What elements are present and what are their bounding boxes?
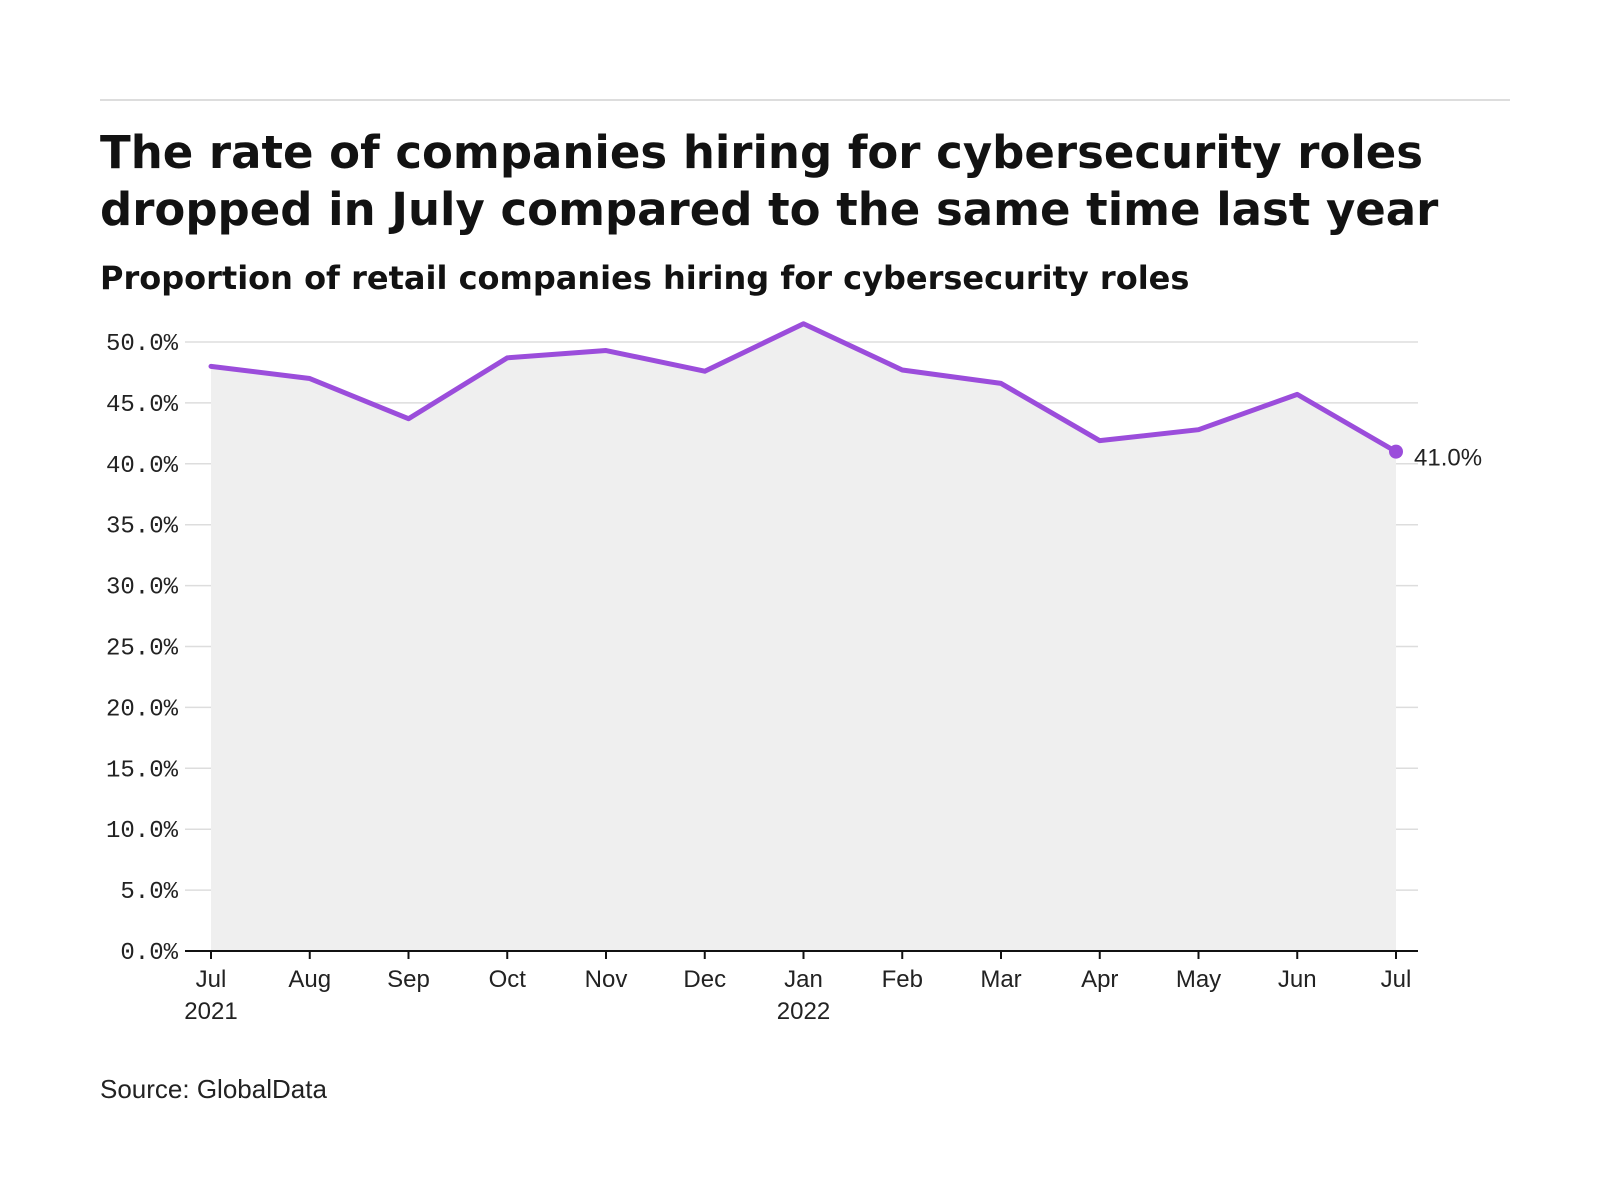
x-tick-label: May [1176, 966, 1221, 993]
y-tick-label: 15.0% [106, 757, 179, 784]
y-tick-label: 25.0% [106, 636, 179, 663]
y-tick-label: 20.0% [106, 696, 179, 723]
x-tick-label: Dec [683, 966, 726, 993]
x-tick-label: Jul [1381, 966, 1412, 993]
x-tick-year-label: 2021 [184, 998, 237, 1025]
series-line [208, 321, 1399, 455]
y-tick-label: 30.0% [106, 575, 179, 602]
x-tick-label: Sep [387, 966, 430, 993]
x-axis-ticks: Jul 2021 Aug Sep Oct Nov Dec Jan 2022 Feb Mar Apr Ma… [184, 951, 1411, 1025]
chart-title: The rate of companies hiring for cyberse… [100, 126, 1439, 236]
top-divider [100, 99, 1510, 101]
x-tick-label: Aug [288, 966, 331, 993]
y-tick-label: 45.0% [106, 392, 179, 419]
x-tick-label: Oct [489, 966, 527, 993]
y-tick-label: 5.0% [120, 879, 178, 906]
y-tick-label: 0.0% [120, 940, 178, 967]
x-tick-year-label: 2022 [777, 998, 830, 1025]
x-tick-label: Jun [1278, 966, 1317, 993]
y-tick-label: 10.0% [106, 818, 179, 845]
x-tick-label: Apr [1081, 966, 1118, 993]
x-tick-label: Jul [196, 966, 227, 993]
end-point-marker [1389, 444, 1403, 459]
markers: 41.0% [1389, 444, 1482, 472]
area-fill [211, 323, 1396, 952]
end-value-label: 41.0% [1414, 445, 1482, 472]
x-tick-label: Jan [784, 966, 823, 993]
y-tick-label: 50.0% [106, 331, 179, 358]
x-tick-label: Feb [882, 966, 923, 993]
x-tick-label: Nov [585, 966, 628, 993]
source-note: Source: GlobalData [100, 1074, 327, 1104]
y-axis-ticks: 0.0% 5.0% 10.0% 15.0% 20.0% 25.0% 30.0% 35.0% 40… [106, 331, 179, 967]
x-tick-label: Mar [980, 966, 1021, 993]
y-tick-label: 35.0% [106, 514, 179, 541]
y-tick-label: 40.0% [106, 453, 179, 480]
chart-subtitle: Proportion of retail companies hiring fo… [100, 259, 1190, 297]
